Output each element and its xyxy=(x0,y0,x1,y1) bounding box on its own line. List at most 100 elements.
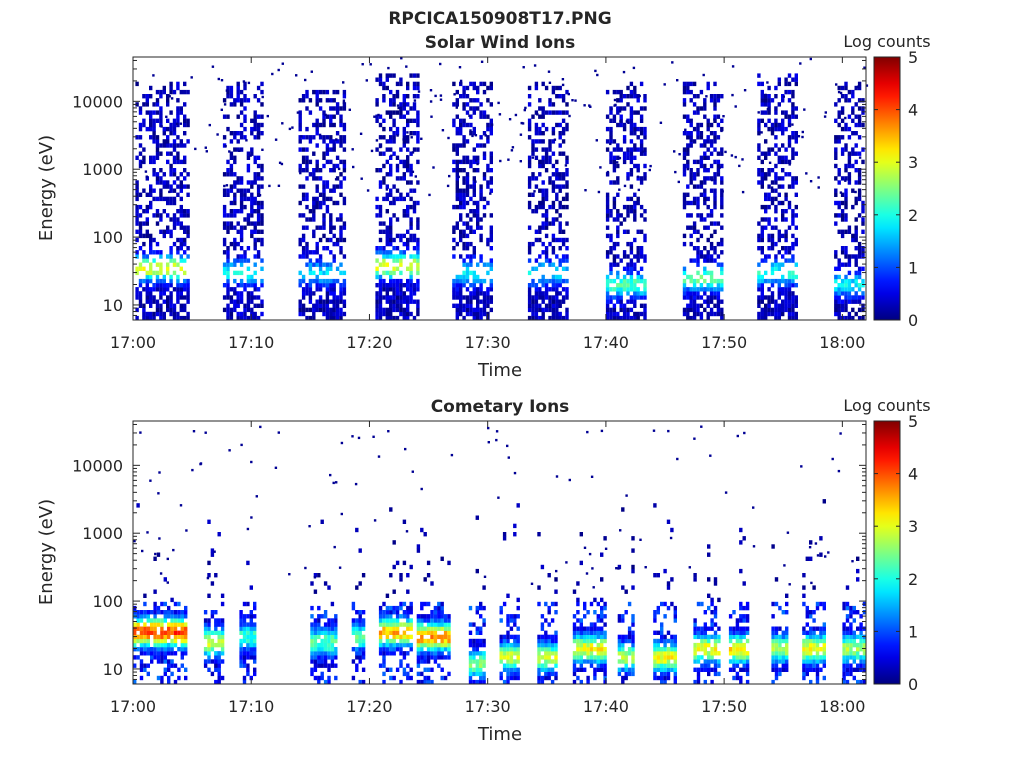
heatmap-cell xyxy=(682,270,687,276)
heatmap-cell xyxy=(217,663,221,668)
heatmap-cell xyxy=(706,213,710,218)
heatmap-cell xyxy=(834,147,838,152)
heatmap-cell xyxy=(382,262,386,267)
heatmap-cell xyxy=(152,213,156,218)
heatmap-cell xyxy=(183,225,187,230)
heatmap-cell xyxy=(220,601,225,607)
heatmap-cell xyxy=(402,560,407,566)
heatmap-cell xyxy=(330,638,335,644)
heatmap-cell xyxy=(489,295,493,300)
heatmap-cell xyxy=(629,241,634,247)
heatmap-cell xyxy=(447,638,451,644)
heatmap-cell xyxy=(643,237,647,243)
heatmap-cell xyxy=(682,85,687,91)
heatmap-cell xyxy=(627,638,632,644)
heatmap-cell xyxy=(682,283,687,288)
heatmap-cell xyxy=(547,651,551,656)
heatmap-cell xyxy=(618,156,622,160)
heatmap-cell xyxy=(499,159,502,163)
heatmap-cell xyxy=(184,651,188,656)
heatmap-cell xyxy=(621,614,625,619)
heatmap-cell xyxy=(145,287,149,292)
heatmap-cell xyxy=(155,262,160,267)
heatmap-cell xyxy=(605,172,610,177)
heatmap-cell xyxy=(837,274,841,280)
heatmap-cell xyxy=(205,150,208,153)
heatmap-cell xyxy=(180,642,184,648)
heatmap-cell xyxy=(382,295,386,300)
heatmap-cell xyxy=(389,188,393,193)
heatmap-cell xyxy=(172,200,177,206)
heatmap-cell xyxy=(472,315,476,321)
heatmap-cell xyxy=(548,303,552,308)
heatmap-cell xyxy=(834,151,838,156)
heatmap-cell xyxy=(243,118,247,123)
heatmap-cell xyxy=(170,626,174,631)
heatmap-cell xyxy=(550,634,555,640)
heatmap-cell xyxy=(770,200,775,206)
heatmap-cell xyxy=(589,630,594,635)
heatmap-cell xyxy=(558,262,562,267)
heatmap-cell xyxy=(361,638,366,644)
heatmap-cell xyxy=(395,605,400,611)
heatmap-cell xyxy=(656,659,660,664)
heatmap-cell xyxy=(589,647,594,652)
heatmap-cell xyxy=(462,196,466,202)
heatmap-cell xyxy=(385,605,390,611)
heatmap-cell xyxy=(312,204,316,210)
heatmap-cell xyxy=(713,188,717,193)
heatmap-cell xyxy=(312,122,316,128)
heatmap-cell xyxy=(385,283,389,288)
heatmap-cell xyxy=(325,114,330,119)
heatmap-cell xyxy=(472,278,476,284)
heatmap-cell xyxy=(426,614,431,619)
heatmap-cell xyxy=(433,630,438,635)
heatmap-cell xyxy=(632,66,636,70)
heatmap-cell xyxy=(502,601,507,607)
heatmap-cell xyxy=(629,159,634,165)
heatmap-cell xyxy=(239,200,244,206)
heatmap-cell xyxy=(256,132,259,135)
heatmap-cell xyxy=(416,85,420,91)
heatmap-cell xyxy=(531,143,535,148)
heatmap-cell xyxy=(412,102,417,107)
heatmap-cell xyxy=(406,110,410,115)
heatmap-cell xyxy=(318,262,323,267)
heatmap-cell xyxy=(459,299,463,304)
heatmap-cell xyxy=(791,213,795,218)
heatmap-cell xyxy=(565,110,569,115)
heatmap-cell xyxy=(459,204,463,210)
heatmap-cell xyxy=(183,184,187,189)
heatmap-cell xyxy=(214,630,218,635)
heatmap-cell xyxy=(629,209,634,214)
heatmap-cell xyxy=(423,577,427,582)
heatmap-cell xyxy=(399,679,403,685)
heatmap-cell xyxy=(395,246,400,251)
heatmap-cell xyxy=(489,102,493,107)
heatmap-cell xyxy=(385,299,389,304)
heatmap-cell xyxy=(392,131,396,136)
heatmap-cell xyxy=(847,291,852,296)
heatmap-cell xyxy=(310,655,314,660)
heatmap-cell xyxy=(760,307,764,313)
heatmap-cell xyxy=(462,315,466,321)
heatmap-cell xyxy=(757,172,761,177)
heatmap-cell xyxy=(253,622,257,627)
heatmap-cell xyxy=(406,295,410,300)
heatmap-cell xyxy=(242,663,247,668)
heatmap-cell xyxy=(686,225,690,230)
heatmap-cell xyxy=(143,647,147,652)
heatmap-cell xyxy=(152,135,156,140)
heatmap-cell xyxy=(794,135,798,140)
heatmap-cell xyxy=(433,614,438,619)
heatmap-cell xyxy=(378,663,383,668)
heatmap-cell xyxy=(653,642,657,648)
heatmap-cell xyxy=(375,315,379,321)
heatmap-cell xyxy=(301,254,306,259)
heatmap-cell xyxy=(486,126,490,132)
heatmap-cell xyxy=(540,675,545,681)
heatmap-cell xyxy=(770,98,775,103)
heatmap-cell xyxy=(544,618,548,623)
heatmap-cell xyxy=(606,170,610,174)
heatmap-cell xyxy=(576,675,580,681)
